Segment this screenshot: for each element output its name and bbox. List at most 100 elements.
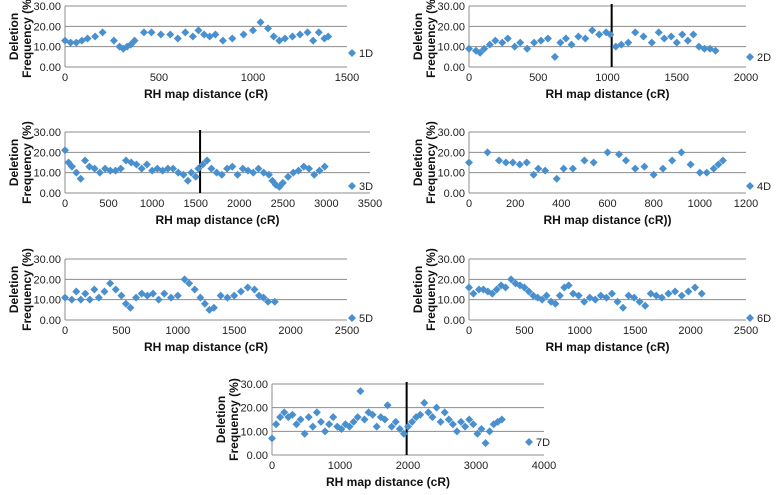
legend-label: 3D xyxy=(359,181,373,193)
data-point xyxy=(294,166,303,175)
y-tick-label: 20.00 xyxy=(437,147,465,159)
chart-7D: 0.00 10.00 20.00 30.00 0 1000 2000 3000 4000 RH m… xyxy=(214,378,556,489)
legend-label: 2D xyxy=(757,52,771,64)
data-point xyxy=(305,164,313,173)
data-point xyxy=(695,168,704,177)
data-point xyxy=(200,299,209,308)
data-point xyxy=(256,18,265,27)
legend-label: 5D xyxy=(359,313,373,325)
data-point xyxy=(497,415,506,424)
y-tick-label: 0.00 xyxy=(247,450,268,462)
data-point xyxy=(567,40,576,49)
data-point xyxy=(408,417,417,426)
data-point xyxy=(185,279,194,288)
data-point xyxy=(452,427,461,436)
data-point xyxy=(160,289,169,298)
chart-1D: 0.00 10.00 20.00 30.00 0 500 1000 1500 RH map di… xyxy=(7,0,373,101)
data-point xyxy=(314,28,323,37)
data-point xyxy=(516,38,525,47)
data-point xyxy=(316,417,325,426)
data-point xyxy=(465,415,474,424)
data-point xyxy=(130,36,139,45)
data-point xyxy=(556,38,565,47)
data-point xyxy=(249,26,257,35)
data-point xyxy=(477,424,486,433)
x-tick-label: 2500 xyxy=(734,325,758,337)
data-point xyxy=(272,420,281,429)
data-point xyxy=(718,156,727,165)
data-point xyxy=(538,295,547,304)
x-tick-label: 500 xyxy=(99,198,117,210)
data-point xyxy=(236,287,245,296)
data-point xyxy=(510,42,519,51)
x-tick-label: 1000 xyxy=(140,198,164,210)
chart-6D: 0.00 10.00 20.00 30.00 0 500 1000 1500 2000 2500 R… xyxy=(411,248,771,354)
data-point xyxy=(630,293,639,302)
legend-label: 4D xyxy=(757,181,771,193)
y-tick-label: 20.00 xyxy=(240,403,268,415)
data-point xyxy=(697,289,706,298)
x-tick-label: 2000 xyxy=(227,198,251,210)
data-point xyxy=(180,275,189,284)
data-point xyxy=(399,429,408,438)
data-point xyxy=(501,158,510,167)
data-point xyxy=(428,413,437,422)
data-point xyxy=(534,164,543,173)
data-point xyxy=(173,34,182,43)
data-point xyxy=(139,28,148,37)
data-point xyxy=(308,422,317,431)
data-point xyxy=(700,44,709,53)
data-point xyxy=(404,422,412,431)
y-axis-title-line: Frequency (%) xyxy=(424,248,438,331)
data-point xyxy=(183,176,192,185)
data-point xyxy=(66,38,75,47)
y-tick-label: 30.00 xyxy=(33,254,61,266)
x-tick-label: 0 xyxy=(466,72,472,84)
data-point xyxy=(561,34,570,43)
y-axis-title-line: Frequency (%) xyxy=(424,0,438,78)
data-point xyxy=(457,417,466,426)
y-tick-label: 10.00 xyxy=(33,42,61,54)
data-point xyxy=(250,285,259,294)
data-point xyxy=(635,297,644,306)
y-axis-title-line: Deletion xyxy=(214,396,228,443)
data-point xyxy=(420,398,429,407)
data-point xyxy=(551,299,560,308)
data-point xyxy=(100,287,109,296)
data-point xyxy=(615,150,624,159)
data-point xyxy=(689,30,698,39)
legend-label: 1D xyxy=(359,48,373,60)
data-point xyxy=(589,158,598,167)
data-point xyxy=(607,289,616,298)
data-point xyxy=(148,289,157,298)
data-point xyxy=(574,291,583,300)
data-point xyxy=(270,297,279,306)
y-axis-title-line: Frequency (%) xyxy=(227,378,241,461)
y-axis-title: DeletionFrequency (%) xyxy=(411,121,438,204)
x-tick-label: 3500 xyxy=(358,198,382,210)
x-tick-label: 0 xyxy=(62,72,68,84)
data-point xyxy=(167,293,176,302)
x-tick-label: 200 xyxy=(506,198,524,210)
x-tick-label: 1000 xyxy=(328,460,352,472)
y-axis-title-line: Deletion xyxy=(411,139,425,186)
data-point xyxy=(106,166,115,175)
data-point xyxy=(485,427,494,436)
data-point xyxy=(95,168,104,177)
y-axis-title-line: Deletion xyxy=(411,13,425,60)
data-point xyxy=(372,422,381,431)
data-point xyxy=(473,429,482,438)
data-point xyxy=(296,30,304,39)
y-axis-title: DeletionFrequency (%) xyxy=(214,378,241,461)
data-point xyxy=(537,36,546,45)
data-point xyxy=(668,156,677,165)
data-point xyxy=(191,172,200,181)
data-point xyxy=(269,32,278,41)
data-point xyxy=(501,283,510,292)
x-tick-label: 0 xyxy=(466,325,472,337)
y-tick-label: 0.00 xyxy=(444,188,465,200)
data-point xyxy=(503,34,512,43)
data-point xyxy=(568,164,577,173)
data-point xyxy=(498,38,507,47)
data-point xyxy=(480,44,489,53)
